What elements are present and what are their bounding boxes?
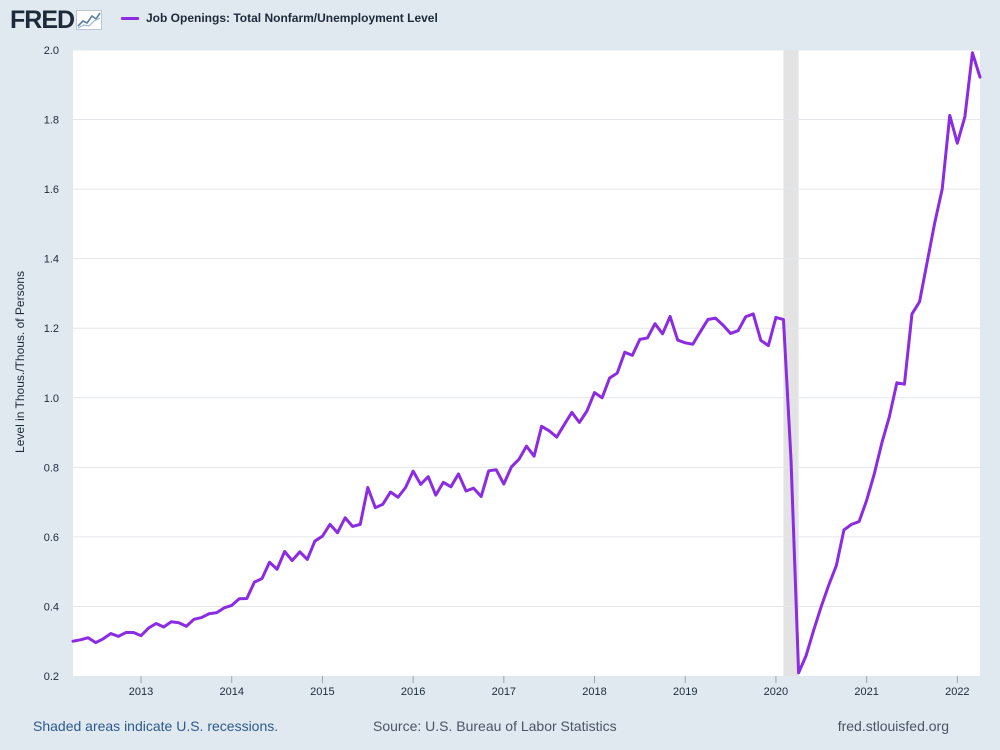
plot-area	[73, 50, 980, 676]
y-axis-title: Level in Thous./Thous. of Persons	[13, 271, 27, 453]
source-note: Source: U.S. Bureau of Labor Statistics	[373, 718, 617, 734]
y-tick-label: 0.2	[44, 671, 59, 683]
x-axis: 2013 2014 2015 2016 2017 2018 2019 2020 2021 2022	[129, 676, 970, 698]
chart-header: FRED Job Openings: Total Nonfarm/Unemplo…	[0, 0, 1000, 40]
y-axis: 0.2 0.4 0.6 0.8 1.0 1.2 1.4 1.6 1.8 2.0	[44, 45, 59, 683]
y-tick-label: 2.0	[44, 45, 59, 57]
chart-legend: Job Openings: Total Nonfarm/Unemployment…	[121, 11, 438, 25]
recession-band	[783, 50, 799, 676]
y-tick-label: 1.0	[44, 393, 59, 405]
site-link[interactable]: fred.stlouisfed.org	[837, 718, 949, 734]
y-tick-label: 1.6	[44, 184, 59, 196]
x-tick-label: 2020	[764, 686, 788, 698]
fred-logo[interactable]: FRED	[10, 6, 103, 34]
x-tick-label: 2016	[401, 686, 425, 698]
line-chart-icon	[76, 10, 103, 30]
x-tick-label: 2018	[582, 686, 606, 698]
x-tick-label: 2015	[310, 686, 334, 698]
y-tick-label: 0.4	[44, 601, 59, 613]
y-tick-label: 1.4	[44, 254, 59, 266]
y-tick-label: 1.2	[44, 323, 59, 335]
x-tick-label: 2019	[673, 686, 697, 698]
legend-label: Job Openings: Total Nonfarm/Unemployment…	[146, 11, 438, 25]
series-line[interactable]	[71, 51, 982, 675]
line-chart: 0.20.40.60.81.01.21.41.61.82.0 2013 2014 2…	[13, 45, 982, 698]
recession-note[interactable]: Shaded areas indicate U.S. recessions.	[33, 718, 279, 734]
legend-swatch	[121, 16, 139, 20]
x-tick-label: 2013	[129, 686, 153, 698]
y-tick-label: 1.8	[44, 115, 59, 127]
fred-logo-text: FRED	[10, 6, 75, 34]
series-layer	[71, 51, 982, 675]
x-tick-label: 2014	[219, 686, 243, 698]
x-tick-label: 2022	[945, 686, 969, 698]
gridlines	[73, 49, 980, 607]
recession-shading-layer	[783, 50, 799, 676]
x-tick-label: 2021	[854, 686, 878, 698]
y-tick-label: 0.8	[44, 462, 59, 474]
y-tick-label: 0.6	[44, 532, 59, 544]
x-tick-label: 2017	[492, 686, 516, 698]
